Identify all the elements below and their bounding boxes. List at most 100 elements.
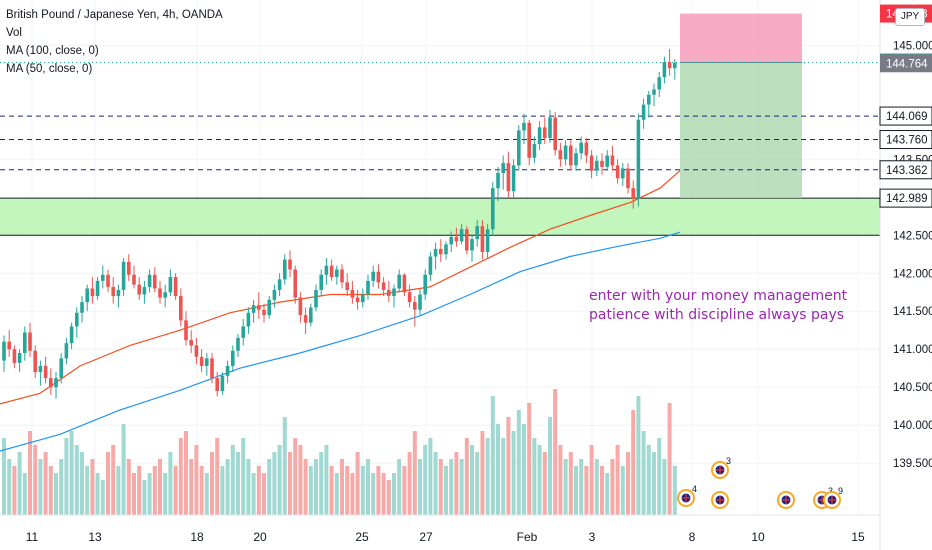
support-zone-fill: [0, 198, 880, 236]
candle-body: [303, 315, 308, 323]
x-tick-label: 10: [751, 530, 765, 544]
volume-bar: [631, 410, 636, 515]
candle-body: [121, 261, 126, 290]
event-count: 3: [828, 486, 833, 496]
candle-body: [111, 286, 115, 297]
price-tag: 144.069: [879, 106, 932, 126]
y-tick-label: 140.500: [893, 382, 932, 394]
volume-bar: [449, 459, 454, 515]
volume-bar: [74, 445, 79, 515]
volume-bar: [376, 466, 381, 515]
volume-bar: [48, 466, 53, 515]
volume-bar: [69, 431, 74, 515]
candle-body: [673, 62, 677, 69]
y-tick-label: 140.000: [893, 420, 932, 432]
volume-bar: [371, 473, 376, 515]
candle-body: [189, 340, 193, 346]
volume-bar: [407, 452, 412, 515]
candle-body: [54, 378, 58, 388]
x-tick-label: 18: [190, 530, 204, 544]
price-tag: 144.764: [880, 54, 932, 73]
volume-bar: [256, 466, 261, 515]
volume-bar: [641, 431, 646, 515]
candle-body: [225, 365, 230, 376]
candles: [2, 49, 677, 399]
volume-bar: [220, 466, 225, 515]
candle-body: [631, 188, 635, 199]
volume-bar: [574, 466, 578, 515]
volume-bar: [610, 459, 615, 515]
candle-body: [345, 282, 349, 290]
candle-body: [563, 145, 568, 160]
volume-bar: [579, 459, 584, 515]
volume-bar: [7, 459, 12, 515]
currency-badge[interactable]: JPY: [895, 8, 925, 26]
event-markers[interactable]: 433 9: [677, 456, 843, 509]
volume-bar: [402, 466, 407, 515]
volume-bar: [288, 452, 292, 515]
candle-body: [647, 94, 651, 105]
candle-body: [449, 236, 453, 245]
volume-bar: [189, 459, 194, 515]
candle-body: [537, 127, 542, 145]
candle-body: [657, 77, 661, 90]
candle-body: [371, 271, 375, 281]
candle-body: [257, 305, 261, 310]
volume-bar: [319, 452, 324, 515]
volume-bar: [230, 445, 235, 515]
volume-bar: [464, 438, 469, 515]
volume-bar: [366, 459, 370, 515]
volume-bar: [54, 473, 58, 515]
candle-body: [116, 289, 121, 297]
volume-bar: [360, 466, 365, 515]
price-tag-text: 144.764: [886, 58, 928, 70]
position-tool[interactable]: [680, 13, 802, 199]
volume-bar: [496, 424, 500, 515]
event-count: 4: [692, 484, 697, 494]
volume-bar: [126, 459, 131, 515]
candle-body: [397, 274, 401, 289]
candle-body: [574, 153, 578, 166]
volume-bar: [334, 473, 339, 515]
volume-bar: [116, 466, 121, 515]
volume-bar: [215, 438, 220, 515]
volume-bar: [438, 459, 443, 515]
volume-bar: [33, 445, 38, 515]
candle-body: [475, 226, 479, 240]
candle-body: [636, 119, 641, 199]
volume-bar: [459, 459, 464, 515]
volume-bar: [85, 466, 90, 515]
stop-loss-zone: [680, 13, 802, 63]
volume-bar: [345, 466, 350, 515]
volume-bar: [267, 459, 272, 515]
y-tick-label: 141.500: [893, 306, 932, 318]
volume-bar: [251, 473, 256, 515]
ma50-line: [0, 170, 681, 405]
horizontal-levels[interactable]: [0, 62, 880, 171]
volume-bar: [537, 445, 542, 515]
volume-bar: [324, 445, 329, 515]
candle-body: [527, 122, 531, 158]
volume-bar: [168, 452, 173, 515]
candle-body: [298, 297, 303, 316]
candle-body: [2, 341, 6, 361]
candle-body: [262, 309, 266, 316]
candle-body: [194, 345, 199, 357]
volume-bar: [340, 459, 344, 515]
price-tag-text: 143.760: [886, 135, 928, 147]
volume-bar: [210, 452, 214, 515]
candle-body: [251, 305, 256, 313]
candle-body: [85, 288, 89, 303]
x-tick-label: 8: [689, 530, 696, 544]
volume-bar: [558, 445, 563, 515]
candle-body: [210, 358, 214, 379]
price-tag-text: 143.362: [886, 165, 928, 177]
candle-body: [241, 326, 245, 338]
candle-body: [64, 343, 69, 359]
volume-bar: [12, 466, 17, 515]
candle-body: [23, 332, 27, 354]
candle-body: [142, 286, 147, 295]
volume-bar: [194, 445, 199, 515]
volume-bar: [600, 466, 604, 515]
